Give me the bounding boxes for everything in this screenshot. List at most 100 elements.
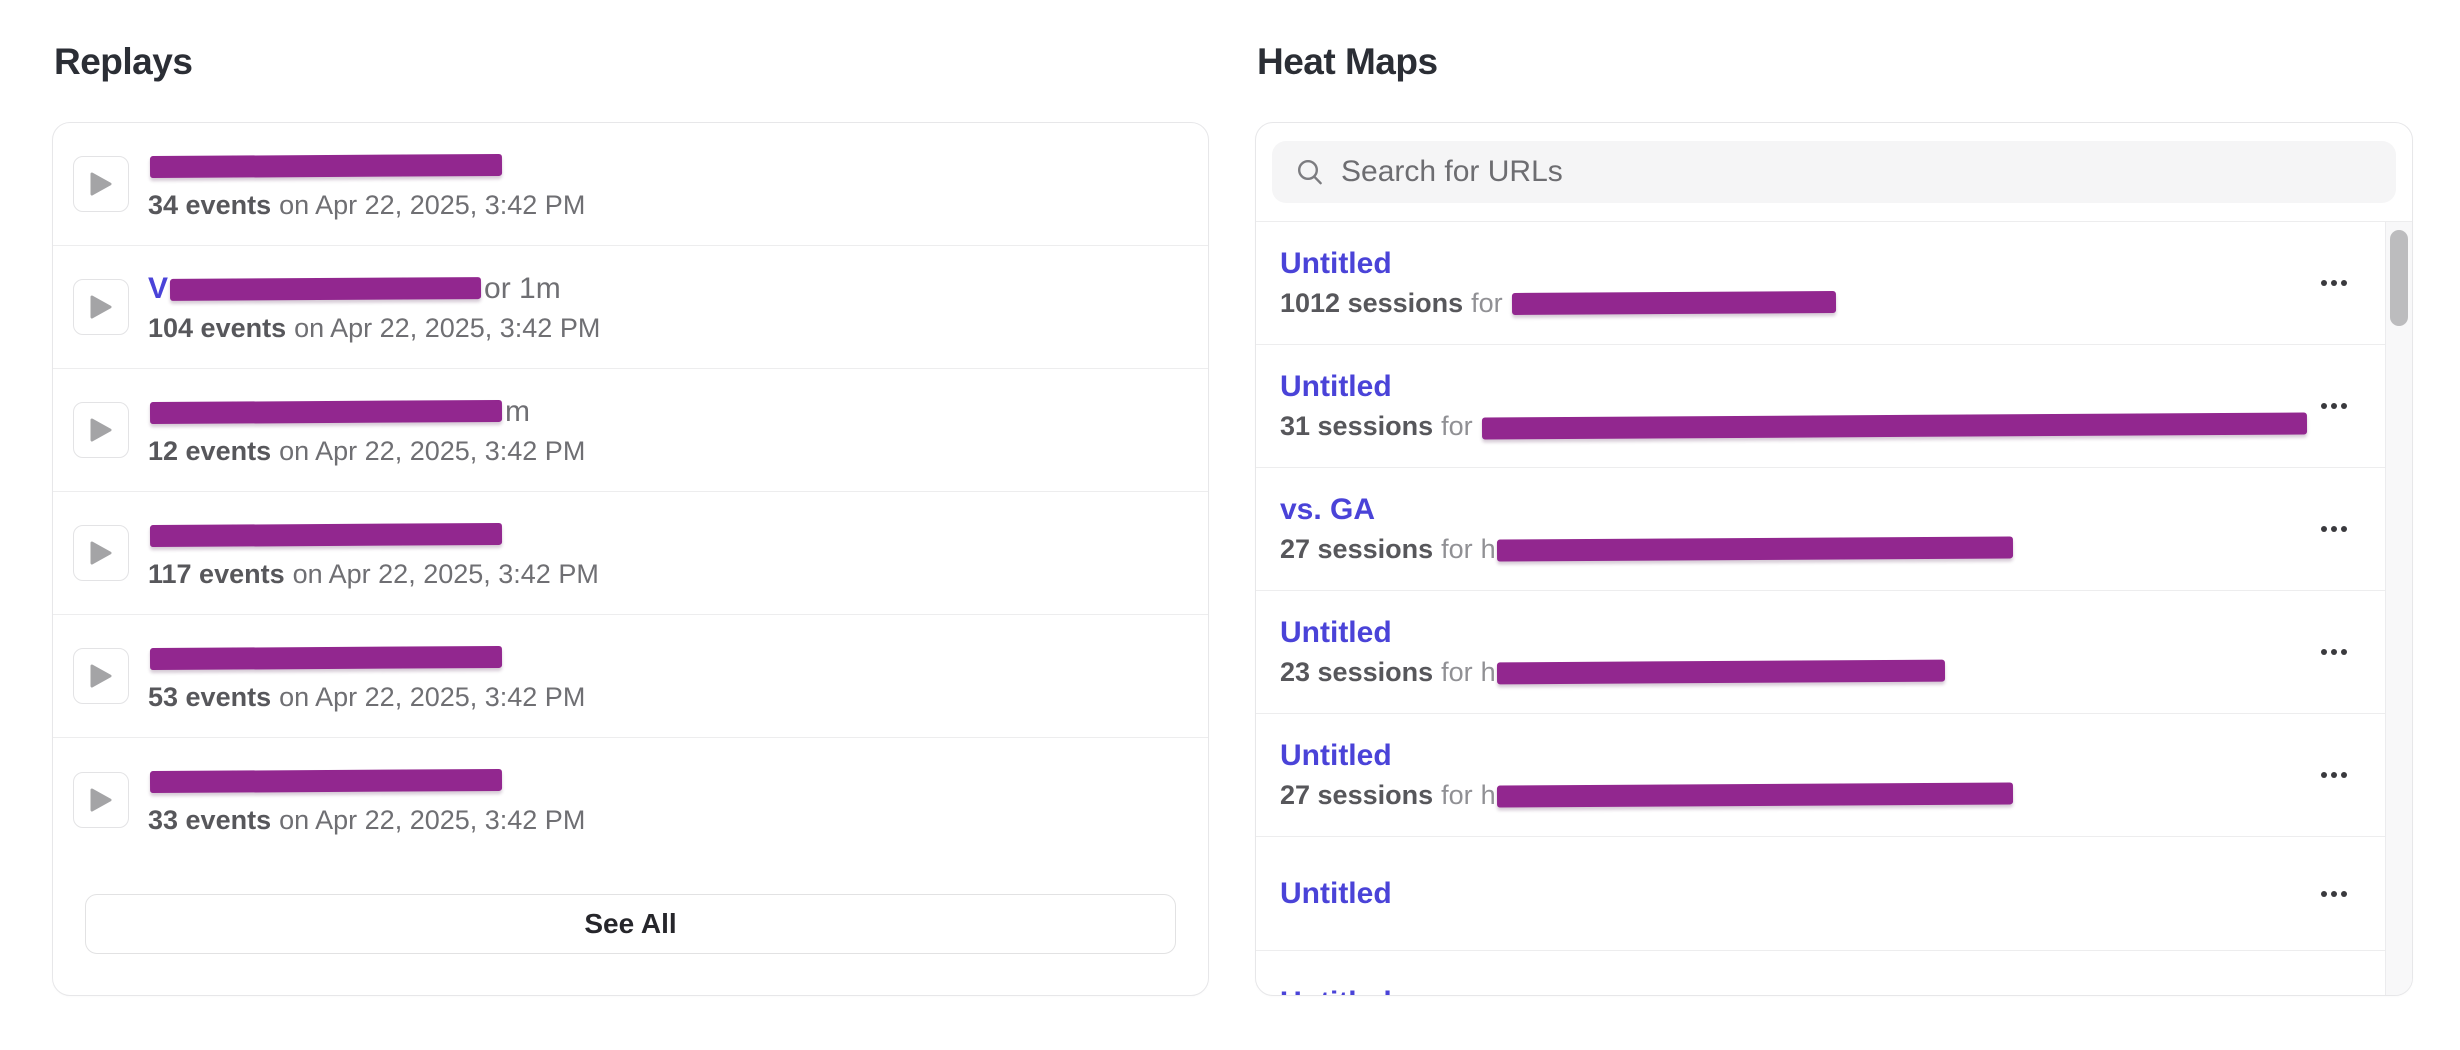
visitor-title[interactable]: V or 1m: [148, 270, 600, 308]
visitor-title[interactable]: [148, 147, 585, 185]
play-icon: [90, 418, 112, 442]
replay-row[interactable]: 53 events on Apr 22, 2025, 3:42 PM: [53, 615, 1208, 738]
heatmap-row[interactable]: vs. GA 27 sessions for h: [1256, 468, 2385, 591]
event-count: 117 events: [148, 558, 285, 589]
replay-date: on Apr 22, 2025, 3:42 PM: [292, 558, 599, 589]
replays-heading: Replays: [54, 41, 193, 82]
replay-meta: 104 events on Apr 22, 2025, 3:42 PM: [148, 311, 600, 345]
heatmap-title-link[interactable]: Untitled: [1280, 247, 1392, 280]
session-count: 1012 sessions: [1280, 287, 1464, 318]
session-count: 23 sessions: [1280, 656, 1434, 687]
heatmap-title-link[interactable]: Untitled: [1280, 739, 1392, 772]
heatmap-row[interactable]: Untitled 31 sessions for: [1256, 345, 2385, 468]
visitor-name-fragment: V: [148, 271, 169, 305]
session-count: 31 sessions: [1280, 410, 1434, 441]
event-count: 104 events: [148, 312, 287, 343]
heatmap-title-link[interactable]: Untitled: [1280, 370, 1392, 403]
see-all-button[interactable]: See All: [85, 894, 1176, 954]
scrollbar-thumb[interactable]: [2390, 230, 2408, 326]
search-input[interactable]: [1341, 155, 2374, 189]
redaction-bar: [149, 399, 503, 424]
heatmap-row[interactable]: Untitled 27 sessions for h: [1256, 714, 2385, 837]
for-label: for: [1441, 533, 1473, 564]
url-fragment: h: [1480, 779, 1496, 810]
search-box: [1272, 141, 2396, 203]
replay-text: V or 1m 104 events on Apr 22, 2025, 3:42…: [148, 270, 600, 345]
heatmaps-heading: Heat Maps: [1257, 41, 1438, 82]
heatmap-sessions: 1012 sessions for: [1280, 285, 2319, 321]
visitor-title[interactable]: [148, 516, 599, 554]
ellipsis-menu-button[interactable]: [2319, 639, 2349, 665]
redaction-bar: [1496, 659, 1945, 685]
for-label: for: [1441, 410, 1473, 441]
ellipsis-menu-button[interactable]: [2319, 881, 2349, 907]
play-button[interactable]: [73, 156, 129, 212]
play-button[interactable]: [73, 279, 129, 335]
redaction-bar: [1496, 536, 2013, 562]
heatmap-text: vs. GA 27 sessions for h: [1280, 491, 2319, 567]
event-count: 33 events: [148, 805, 272, 835]
url-fragment: h: [1480, 656, 1496, 687]
visit-duration-fragment: or 1m: [484, 271, 561, 305]
replay-list: 34 events on Apr 22, 2025, 3:42 PM V or …: [53, 123, 1208, 861]
heatmap-text: Untitled: [1280, 875, 2319, 913]
heatmap-text: Untitled 23 sessions for h: [1280, 614, 2319, 690]
search-icon: [1298, 160, 1322, 185]
play-button[interactable]: [73, 402, 129, 458]
search-bar: [1256, 123, 2412, 222]
heatmap-title-link[interactable]: Untitled: [1280, 876, 1392, 910]
heatmap-title-link[interactable]: vs. GA: [1280, 493, 1376, 526]
visitor-title[interactable]: m: [148, 393, 585, 431]
heatmap-title-link[interactable]: Untitled: [1280, 616, 1392, 649]
replay-row[interactable]: m 12 events on Apr 22, 2025, 3:42 PM: [53, 369, 1208, 492]
redaction-bar: [1496, 782, 2013, 808]
heatmap-text: Untitled: [1280, 984, 2349, 995]
play-button[interactable]: [73, 648, 129, 704]
play-button[interactable]: [73, 771, 129, 828]
replay-text: 53 events on Apr 22, 2025, 3:42 PM: [148, 639, 585, 714]
redaction-bar: [149, 768, 503, 794]
redaction-bar: [169, 276, 482, 301]
heatmaps-section: Heat Maps Untitled 1012 sessions for: [1255, 0, 2413, 1050]
heatmap-row[interactable]: Untitled 1012 sessions for: [1256, 222, 2385, 345]
replay-text: 34 events on Apr 22, 2025, 3:42 PM: [148, 147, 585, 222]
url-fragment: h: [1480, 533, 1496, 564]
replay-meta: 34 events on Apr 22, 2025, 3:42 PM: [148, 188, 585, 222]
replay-date: on Apr 22, 2025, 3:42 PM: [279, 189, 586, 220]
heatmap-title-link[interactable]: Untitled: [1280, 984, 1392, 995]
replay-date: on Apr 22, 2025, 3:42 PM: [279, 805, 586, 835]
session-count: 27 sessions: [1280, 779, 1434, 810]
play-icon: [90, 295, 112, 319]
scrollbar-track: [2385, 222, 2412, 995]
redaction-bar: [149, 153, 503, 178]
heatmap-list: Untitled 1012 sessions for Untitled 31 s…: [1256, 222, 2385, 995]
replay-date: on Apr 22, 2025, 3:42 PM: [294, 312, 601, 343]
heatmap-sessions: 27 sessions for h: [1280, 777, 2319, 813]
ellipsis-menu-button[interactable]: [2319, 762, 2349, 788]
replay-row[interactable]: 33 events on Apr 22, 2025, 3:42 PM: [53, 738, 1208, 861]
visitor-title[interactable]: [148, 762, 585, 800]
session-count: 27 sessions: [1280, 533, 1434, 564]
visitor-title[interactable]: [148, 639, 585, 677]
replay-text: 33 events on Apr 22, 2025, 3:42 PM: [148, 762, 585, 837]
replay-date: on Apr 22, 2025, 3:42 PM: [279, 435, 586, 466]
replay-row[interactable]: 117 events on Apr 22, 2025, 3:42 PM: [53, 492, 1208, 615]
replay-row[interactable]: 34 events on Apr 22, 2025, 3:42 PM: [53, 123, 1208, 246]
heatmap-row[interactable]: Untitled: [1256, 837, 2385, 951]
heatmap-text: Untitled 27 sessions for h: [1280, 737, 2319, 813]
ellipsis-menu-button[interactable]: [2319, 393, 2349, 419]
redaction-bar: [149, 645, 503, 670]
for-label: for: [1441, 656, 1473, 687]
ellipsis-menu-button[interactable]: [2319, 270, 2349, 296]
visit-duration-fragment: m: [505, 394, 530, 428]
replay-meta: 53 events on Apr 22, 2025, 3:42 PM: [148, 680, 585, 714]
replay-text: m 12 events on Apr 22, 2025, 3:42 PM: [148, 393, 585, 468]
for-label: for: [1471, 287, 1503, 318]
play-button[interactable]: [73, 525, 129, 581]
heatmap-row[interactable]: Untitled 23 sessions for h: [1256, 591, 2385, 714]
heatmap-row[interactable]: Untitled: [1256, 951, 2385, 995]
replay-row[interactable]: V or 1m 104 events on Apr 22, 2025, 3:42…: [53, 246, 1208, 369]
replay-text: 117 events on Apr 22, 2025, 3:42 PM: [148, 516, 599, 591]
ellipsis-menu-button[interactable]: [2319, 516, 2349, 542]
event-count: 12 events: [148, 435, 272, 466]
